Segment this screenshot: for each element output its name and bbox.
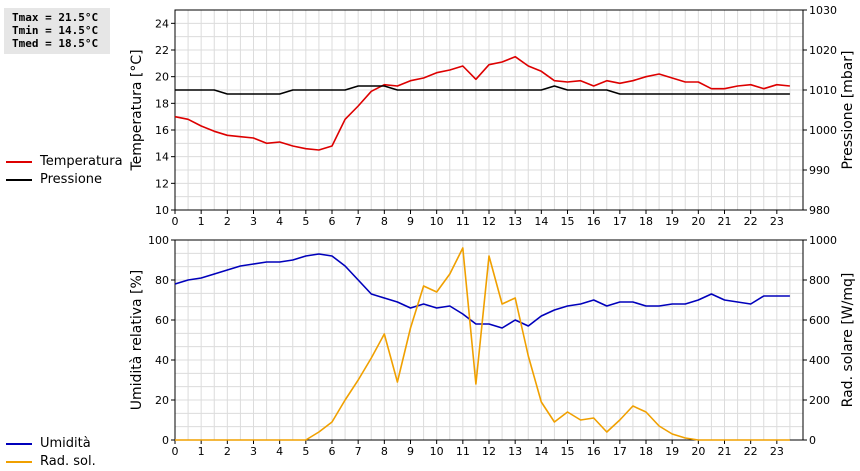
x-tick-label: 3: [250, 445, 257, 458]
y-right-tick-label: 800: [809, 274, 830, 287]
x-tick-label: 16: [587, 215, 601, 228]
x-tick-label: 22: [744, 445, 758, 458]
x-tick-label: 0: [172, 445, 179, 458]
x-tick-label: 12: [482, 215, 496, 228]
y-left-tick-label: 14: [155, 151, 169, 164]
y-right-tick-label: 990: [809, 164, 830, 177]
y-left-tick-label: 22: [155, 44, 169, 57]
tmax-text: Tmax = 21.5°C: [12, 11, 99, 24]
y-right-axis-label: Rad. solare [W/mq]: [840, 273, 856, 408]
y-right-tick-label: 1010: [809, 84, 837, 97]
x-tick-label: 6: [329, 445, 336, 458]
x-tick-label: 16: [587, 445, 601, 458]
y-left-tick-label: 12: [155, 177, 169, 190]
y-left-axis-label: Umidità relativa [%]: [129, 270, 145, 411]
x-tick-label: 12: [482, 445, 496, 458]
x-tick-label: 23: [770, 445, 784, 458]
x-tick-label: 13: [508, 215, 522, 228]
y-right-tick-label: 1030: [809, 4, 837, 17]
x-tick-label: 23: [770, 215, 784, 228]
x-tick-label: 1: [198, 215, 205, 228]
x-tick-label: 19: [665, 445, 679, 458]
x-tick-label: 18: [639, 445, 653, 458]
y-left-tick-label: 60: [155, 314, 169, 327]
y-right-tick-label: 0: [809, 434, 816, 447]
temperature-stats-box: Tmax = 21.5°C Tmin = 14.5°C Tmed = 18.5°…: [4, 8, 110, 54]
x-tick-label: 20: [691, 445, 705, 458]
y-left-tick-label: 0: [162, 434, 169, 447]
legend-label-temperatura: Temperatura: [40, 154, 123, 169]
x-tick-label: 10: [430, 215, 444, 228]
x-tick-label: 5: [302, 215, 309, 228]
x-tick-label: 6: [329, 215, 336, 228]
x-tick-label: 19: [665, 215, 679, 228]
x-tick-label: 13: [508, 445, 522, 458]
x-tick-label: 2: [224, 445, 231, 458]
legend-label-umidita: Umidità: [40, 436, 91, 451]
y-left-tick-label: 40: [155, 354, 169, 367]
legend-swatch-umidita: [6, 443, 32, 445]
legend-swatch-radsol: [6, 461, 32, 463]
x-tick-label: 3: [250, 215, 257, 228]
x-tick-label: 22: [744, 215, 758, 228]
x-tick-label: 7: [355, 215, 362, 228]
x-tick-label: 17: [613, 445, 627, 458]
x-tick-label: 11: [456, 445, 470, 458]
series-line-temperatura: [174, 55, 790, 151]
weather-chart: 0 1 2 3 4 5 6 7 8 9 10 11 12 13 14 15 16 17 18 19 20 21 22 2310…: [129, 4, 856, 458]
x-tick-label: 18: [639, 215, 653, 228]
y-left-tick-label: 20: [155, 71, 169, 84]
y-right-tick-label: 1000: [809, 234, 837, 247]
y-right-tick-label: 980: [809, 204, 830, 217]
x-tick-label: 4: [276, 445, 283, 458]
series-line-pressione: [175, 85, 790, 95]
y-left-tick-label: 80: [155, 274, 169, 287]
legend-label-radsol: Rad. sol.: [40, 454, 96, 469]
tmin-text: Tmin = 14.5°C: [12, 24, 99, 37]
series-line-rad-sol-: [175, 247, 790, 441]
y-right-tick-label: 200: [809, 394, 830, 407]
y-left-tick-label: 24: [155, 17, 169, 30]
legend-label-pressione: Pressione: [40, 172, 103, 187]
y-right-axis-label: Pressione [mbar]: [840, 50, 856, 169]
x-tick-label: 8: [381, 445, 388, 458]
x-tick-label: 14: [534, 445, 548, 458]
legend-swatch-temperatura: [6, 161, 32, 163]
y-left-tick-label: 20: [155, 394, 169, 407]
y-left-tick-label: 10: [155, 204, 169, 217]
x-tick-label: 1: [198, 445, 205, 458]
x-tick-label: 10: [430, 445, 444, 458]
x-tick-label: 0: [172, 215, 179, 228]
x-tick-label: 5: [302, 445, 309, 458]
x-tick-label: 21: [718, 445, 732, 458]
x-tick-label: 17: [613, 215, 627, 228]
x-tick-label: 9: [407, 445, 414, 458]
tmed-text: Tmed = 18.5°C: [12, 37, 99, 50]
y-right-tick-label: 400: [809, 354, 830, 367]
x-tick-label: 8: [381, 215, 388, 228]
x-tick-label: 20: [691, 215, 705, 228]
x-tick-label: 9: [407, 215, 414, 228]
y-right-tick-label: 1000: [809, 124, 837, 137]
x-tick-label: 7: [355, 445, 362, 458]
y-left-tick-label: 16: [155, 124, 169, 137]
x-tick-label: 2: [224, 215, 231, 228]
y-right-tick-label: 600: [809, 314, 830, 327]
legend-swatch-pressione: [6, 179, 32, 181]
y-left-tick-label: 100: [148, 234, 169, 247]
x-tick-label: 4: [276, 215, 283, 228]
x-tick-label: 11: [456, 215, 470, 228]
x-tick-label: 21: [718, 215, 732, 228]
y-right-tick-label: 1020: [809, 44, 837, 57]
x-tick-label: 15: [561, 445, 575, 458]
x-tick-label: 14: [534, 215, 548, 228]
y-left-axis-label: Temperatura [°C]: [129, 49, 145, 171]
y-left-tick-label: 18: [155, 97, 169, 110]
x-tick-label: 15: [561, 215, 575, 228]
